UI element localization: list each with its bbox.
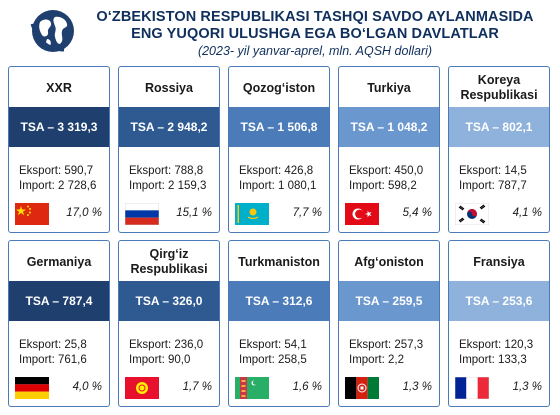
country-card-afghanistan: Afg‘oniston TSA – 259,5 Eksport: 257,3 I…	[338, 240, 440, 407]
export-value: Eksport: 236,0	[129, 339, 204, 351]
country-name: Turkiya	[367, 80, 411, 95]
import-value: Import: 2 159,3	[129, 179, 207, 192]
country-name: Qozog‘iston	[242, 80, 316, 95]
export-value: Eksport: 120,3	[459, 339, 534, 351]
trade-values: Eksport: 590,7 Import: 2 728,6	[19, 164, 109, 193]
country-name: Turkmaniston	[238, 254, 320, 269]
country-card-turkmenistan: Turkmaniston TSA – 312,6 Eksport: 54,1 I…	[228, 240, 330, 407]
share-percent: 1,3 %	[512, 381, 542, 393]
tsa-value: TSA – 802,1	[449, 107, 549, 147]
trade-values: Eksport: 788,8 Import: 2 159,3	[129, 164, 219, 193]
import-value: Import: 2 728,6	[19, 179, 97, 192]
flag-kazakhstan-icon	[235, 203, 269, 225]
export-value: Eksport: 590,7	[19, 165, 94, 177]
import-value: Import: 1 080,1	[239, 179, 317, 192]
header: O‘ZBEKISTON RESPUBLIKASI TASHQI SAVDO AY…	[0, 0, 560, 64]
export-value: Eksport: 788,8	[129, 165, 204, 177]
flag-turkey-icon	[345, 203, 379, 225]
import-value: Import: 761,6	[19, 353, 87, 366]
country-name: Qirg‘iz Respublikasi	[130, 247, 208, 276]
export-value: Eksport: 14,5	[459, 165, 527, 177]
page-subtitle: (2023- yil yanvar-aprel, mln. AQSH dolla…	[197, 44, 433, 58]
tsa-value: TSA – 253,6	[449, 281, 549, 321]
share-percent: 1,6 %	[292, 381, 322, 393]
import-value: Import: 90,0	[129, 353, 191, 366]
export-value: Eksport: 426,8	[239, 165, 314, 177]
country-card-germany: Germaniya TSA – 787,4 Eksport: 25,8 Impo…	[8, 240, 110, 407]
tsa-value: TSA – 312,6	[229, 281, 329, 321]
share-percent: 7,7 %	[292, 207, 322, 219]
country-grid: XXR TSA – 3 319,3 Eksport: 590,7 Import:…	[8, 66, 552, 408]
trade-values: Eksport: 236,0 Import: 90,0	[129, 338, 219, 367]
country-card-kazakhstan: Qozog‘iston TSA – 1 506,8 Eksport: 426,8…	[228, 66, 330, 233]
country-name: Germaniya	[26, 254, 92, 269]
trade-values: Eksport: 14,5 Import: 787,7	[459, 164, 549, 193]
country-name: Fransiya	[473, 254, 525, 269]
export-value: Eksport: 25,8	[19, 339, 87, 351]
trade-values: Eksport: 54,1 Import: 258,5	[239, 338, 329, 367]
country-card-korea: Koreya Respublikasi TSA – 802,1 Eksport:…	[448, 66, 550, 233]
flag-afghanistan-icon	[345, 377, 379, 399]
share-percent: 1,3 %	[402, 381, 432, 393]
flag-germany-icon	[15, 377, 49, 399]
tsa-value: TSA – 787,4	[9, 281, 109, 321]
share-percent: 4,1 %	[512, 207, 542, 219]
import-value: Import: 133,3	[459, 353, 527, 366]
tsa-value: TSA – 1 506,8	[229, 107, 329, 147]
import-value: Import: 258,5	[239, 353, 307, 366]
country-card-russia: Rossiya TSA – 2 948,2 Eksport: 788,8 Imp…	[118, 66, 220, 233]
import-value: Import: 2,2	[349, 353, 404, 366]
country-name: Koreya Respublikasi	[460, 73, 538, 102]
share-percent: 5,4 %	[402, 207, 432, 219]
flag-kyrgyzstan-icon	[125, 377, 159, 399]
tsa-value: TSA – 259,5	[339, 281, 439, 321]
share-percent: 1,7 %	[182, 381, 212, 393]
country-name: Rossiya	[145, 80, 193, 95]
flag-france-icon	[455, 377, 489, 399]
trade-values: Eksport: 25,8 Import: 761,6	[19, 338, 109, 367]
page-title-line1: O‘ZBEKISTON RESPUBLIKASI TASHQI SAVDO AY…	[96, 9, 534, 25]
country-card-china: XXR TSA – 3 319,3 Eksport: 590,7 Import:…	[8, 66, 110, 233]
tsa-value: TSA – 326,0	[119, 281, 219, 321]
export-value: Eksport: 257,3	[349, 339, 424, 351]
trade-values: Eksport: 120,3 Import: 133,3	[459, 338, 549, 367]
share-percent: 4,0 %	[72, 381, 102, 393]
export-value: Eksport: 54,1	[239, 339, 307, 351]
tsa-value: TSA – 2 948,2	[119, 107, 219, 147]
flag-china-icon	[15, 203, 49, 225]
country-name: XXR	[46, 80, 72, 95]
tsa-value: TSA – 1 048,2	[339, 107, 439, 147]
trade-values: Eksport: 426,8 Import: 1 080,1	[239, 164, 329, 193]
country-card-france: Fransiya TSA – 253,6 Eksport: 120,3 Impo…	[448, 240, 550, 407]
flag-korea-icon	[455, 203, 489, 225]
share-percent: 15,1 %	[176, 207, 212, 219]
share-percent: 17,0 %	[66, 207, 102, 219]
trade-values: Eksport: 450,0 Import: 598,2	[349, 164, 439, 193]
globe-icon	[30, 10, 74, 52]
import-value: Import: 787,7	[459, 179, 527, 192]
flag-russia-icon	[125, 203, 159, 225]
country-name: Afg‘oniston	[354, 254, 424, 269]
page-title-line2: ENG YUQORI ULUSHGA EGA BO‘LGAN DAVLATLAR	[131, 26, 499, 42]
flag-turkmenistan-icon	[235, 377, 269, 399]
country-card-kyrgyzstan: Qirg‘iz Respublikasi TSA – 326,0 Eksport…	[118, 240, 220, 407]
import-value: Import: 598,2	[349, 179, 417, 192]
country-card-turkey: Turkiya TSA – 1 048,2 Eksport: 450,0 Imp…	[338, 66, 440, 233]
tsa-value: TSA – 3 319,3	[9, 107, 109, 147]
trade-values: Eksport: 257,3 Import: 2,2	[349, 338, 439, 367]
export-value: Eksport: 450,0	[349, 165, 424, 177]
